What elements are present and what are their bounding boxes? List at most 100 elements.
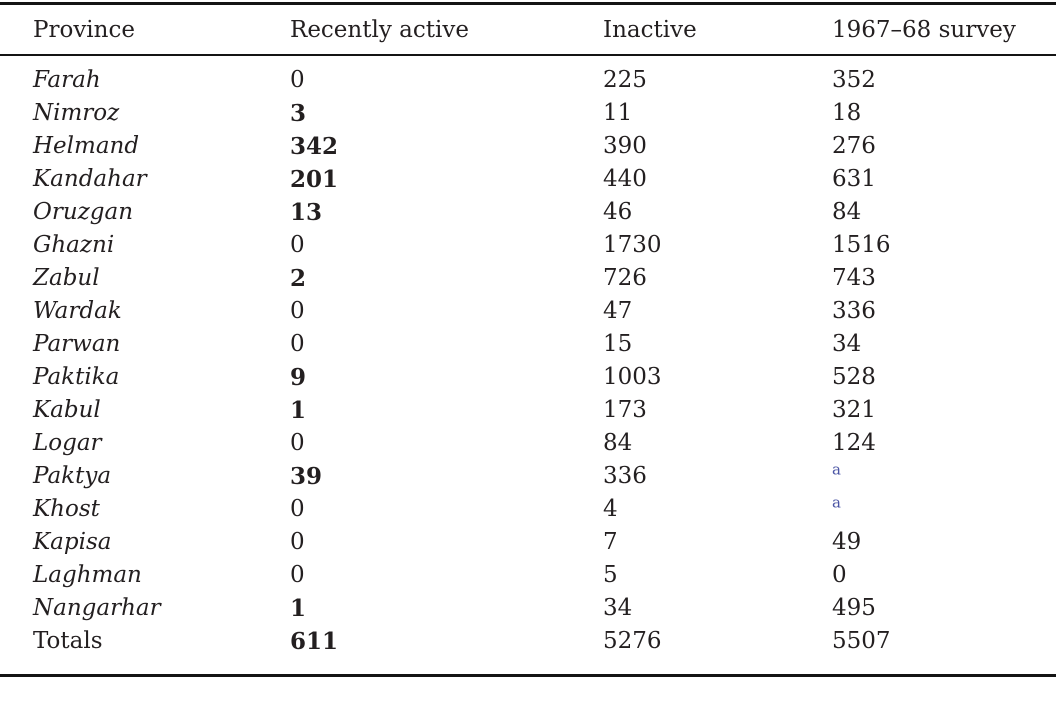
province-cell: Ghazni [33, 232, 115, 258]
inactive-cell: 726 [603, 265, 647, 291]
recently-active-cell: 1 [290, 595, 307, 622]
survey-cell: 352 [832, 67, 876, 93]
province-cell: Kandahar [33, 166, 147, 192]
table-row: Kabul 1 173 321 [0, 394, 1056, 427]
province-cell: Kapisa [33, 529, 112, 555]
survey-cell: 124 [832, 430, 876, 456]
province-cell: Khost [33, 496, 100, 522]
inactive-cell: 7 [603, 529, 618, 555]
province-cell: Logar [33, 430, 102, 456]
province-cell: Helmand [33, 133, 140, 159]
table-row: Totals 611 5276 5507 [0, 625, 1056, 658]
inactive-cell: 1003 [603, 364, 662, 390]
recently-active-cell: 342 [290, 133, 339, 160]
footnote-marker: a [832, 493, 841, 512]
recently-active-cell: 13 [290, 199, 323, 226]
inactive-cell: 5 [603, 562, 618, 588]
table-row: Logar 0 84 124 [0, 427, 1056, 460]
inactive-cell: 47 [603, 298, 633, 324]
survey-cell: 84 [832, 199, 862, 225]
table-row: Wardak 0 47 336 [0, 295, 1056, 328]
col-header-survey: 1967–68 survey [832, 5, 1056, 56]
survey-cell: 631 [832, 166, 876, 192]
recently-active-cell: 0 [290, 67, 305, 93]
recently-active-cell: 0 [290, 529, 305, 555]
inactive-cell: 15 [603, 331, 633, 357]
survey-cell: a [832, 460, 1056, 493]
province-cell: Paktika [33, 364, 120, 390]
col-header-province: Province [0, 5, 290, 56]
province-cell: Paktya [33, 463, 112, 489]
recently-active-cell: 201 [290, 166, 339, 193]
survey-cell: 276 [832, 133, 876, 159]
recently-active-cell: 0 [290, 496, 305, 522]
province-cell: Nimroz [33, 100, 120, 126]
inactive-cell: 390 [603, 133, 647, 159]
recently-active-cell: 9 [290, 364, 307, 391]
inactive-cell: 4 [603, 496, 618, 522]
recently-active-cell: 39 [290, 463, 323, 490]
inactive-cell: 5276 [603, 628, 662, 654]
province-cell: Kabul [33, 397, 101, 423]
survey-cell: 743 [832, 265, 876, 291]
survey-cell: 5507 [832, 628, 891, 654]
province-cell: Oruzgan [33, 199, 134, 225]
inactive-cell: 173 [603, 397, 647, 423]
table-row: Laghman 0 5 0 [0, 559, 1056, 592]
inactive-cell: 11 [603, 100, 633, 126]
inactive-cell: 34 [603, 595, 633, 621]
province-cell: Totals [33, 628, 103, 654]
province-cell: Wardak [33, 298, 122, 324]
inactive-cell: 336 [603, 463, 647, 489]
recently-active-cell: 0 [290, 232, 305, 258]
col-header-inactive: Inactive [603, 5, 832, 56]
recently-active-cell: 0 [290, 430, 305, 456]
survey-cell: 1516 [832, 232, 891, 258]
inactive-cell: 1730 [603, 232, 662, 258]
inactive-cell: 46 [603, 199, 633, 225]
recently-active-cell: 0 [290, 562, 305, 588]
survey-cell: 321 [832, 397, 876, 423]
survey-cell: 495 [832, 595, 876, 621]
survey-cell: 18 [832, 100, 862, 126]
table-row: Ghazni 0 1730 1516 [0, 229, 1056, 262]
table-row: Paktika 9 1003 528 [0, 361, 1056, 394]
survey-cell: 49 [832, 529, 862, 555]
recently-active-cell: 2 [290, 265, 307, 292]
table-row: Farah 0 225 352 [0, 55, 1056, 97]
data-table: Province Recently active Inactive 1967–6… [0, 5, 1056, 658]
province-cell: Zabul [33, 265, 100, 291]
table-row: Parwan 0 15 34 [0, 328, 1056, 361]
table-row: Nangarhar 1 34 495 [0, 592, 1056, 625]
table-body: Farah 0 225 352 Nimroz 3 11 18 Helmand 342 390 276 K… [0, 55, 1056, 658]
recently-active-cell: 611 [290, 628, 339, 655]
inactive-cell: 225 [603, 67, 647, 93]
province-survey-table: Province Recently active Inactive 1967–6… [0, 2, 1056, 677]
table-row: Oruzgan 13 46 84 [0, 196, 1056, 229]
inactive-cell: 84 [603, 430, 633, 456]
province-cell: Laghman [33, 562, 142, 588]
survey-cell: 34 [832, 331, 862, 357]
footnote-marker: a [832, 460, 841, 479]
recently-active-cell: 1 [290, 397, 307, 424]
inactive-cell: 440 [603, 166, 647, 192]
header-row: Province Recently active Inactive 1967–6… [0, 5, 1056, 56]
survey-cell: 336 [832, 298, 876, 324]
recently-active-cell: 0 [290, 331, 305, 357]
table-row: Khost 0 4 a [0, 493, 1056, 526]
table-row: Zabul 2 726 743 [0, 262, 1056, 295]
survey-cell: a [832, 493, 1056, 526]
col-header-recently-active: Recently active [290, 5, 603, 56]
table-row: Paktya 39 336 a [0, 460, 1056, 493]
table-row: Kandahar 201 440 631 [0, 163, 1056, 196]
recently-active-cell: 0 [290, 298, 305, 324]
table-row: Nimroz 3 11 18 [0, 97, 1056, 130]
table-row: Kapisa 0 7 49 [0, 526, 1056, 559]
province-cell: Farah [33, 67, 101, 93]
table-row: Helmand 342 390 276 [0, 130, 1056, 163]
province-cell: Parwan [33, 331, 121, 357]
recently-active-cell: 3 [290, 100, 307, 127]
survey-cell: 0 [832, 562, 847, 588]
province-cell: Nangarhar [33, 595, 161, 621]
survey-cell: 528 [832, 364, 876, 390]
